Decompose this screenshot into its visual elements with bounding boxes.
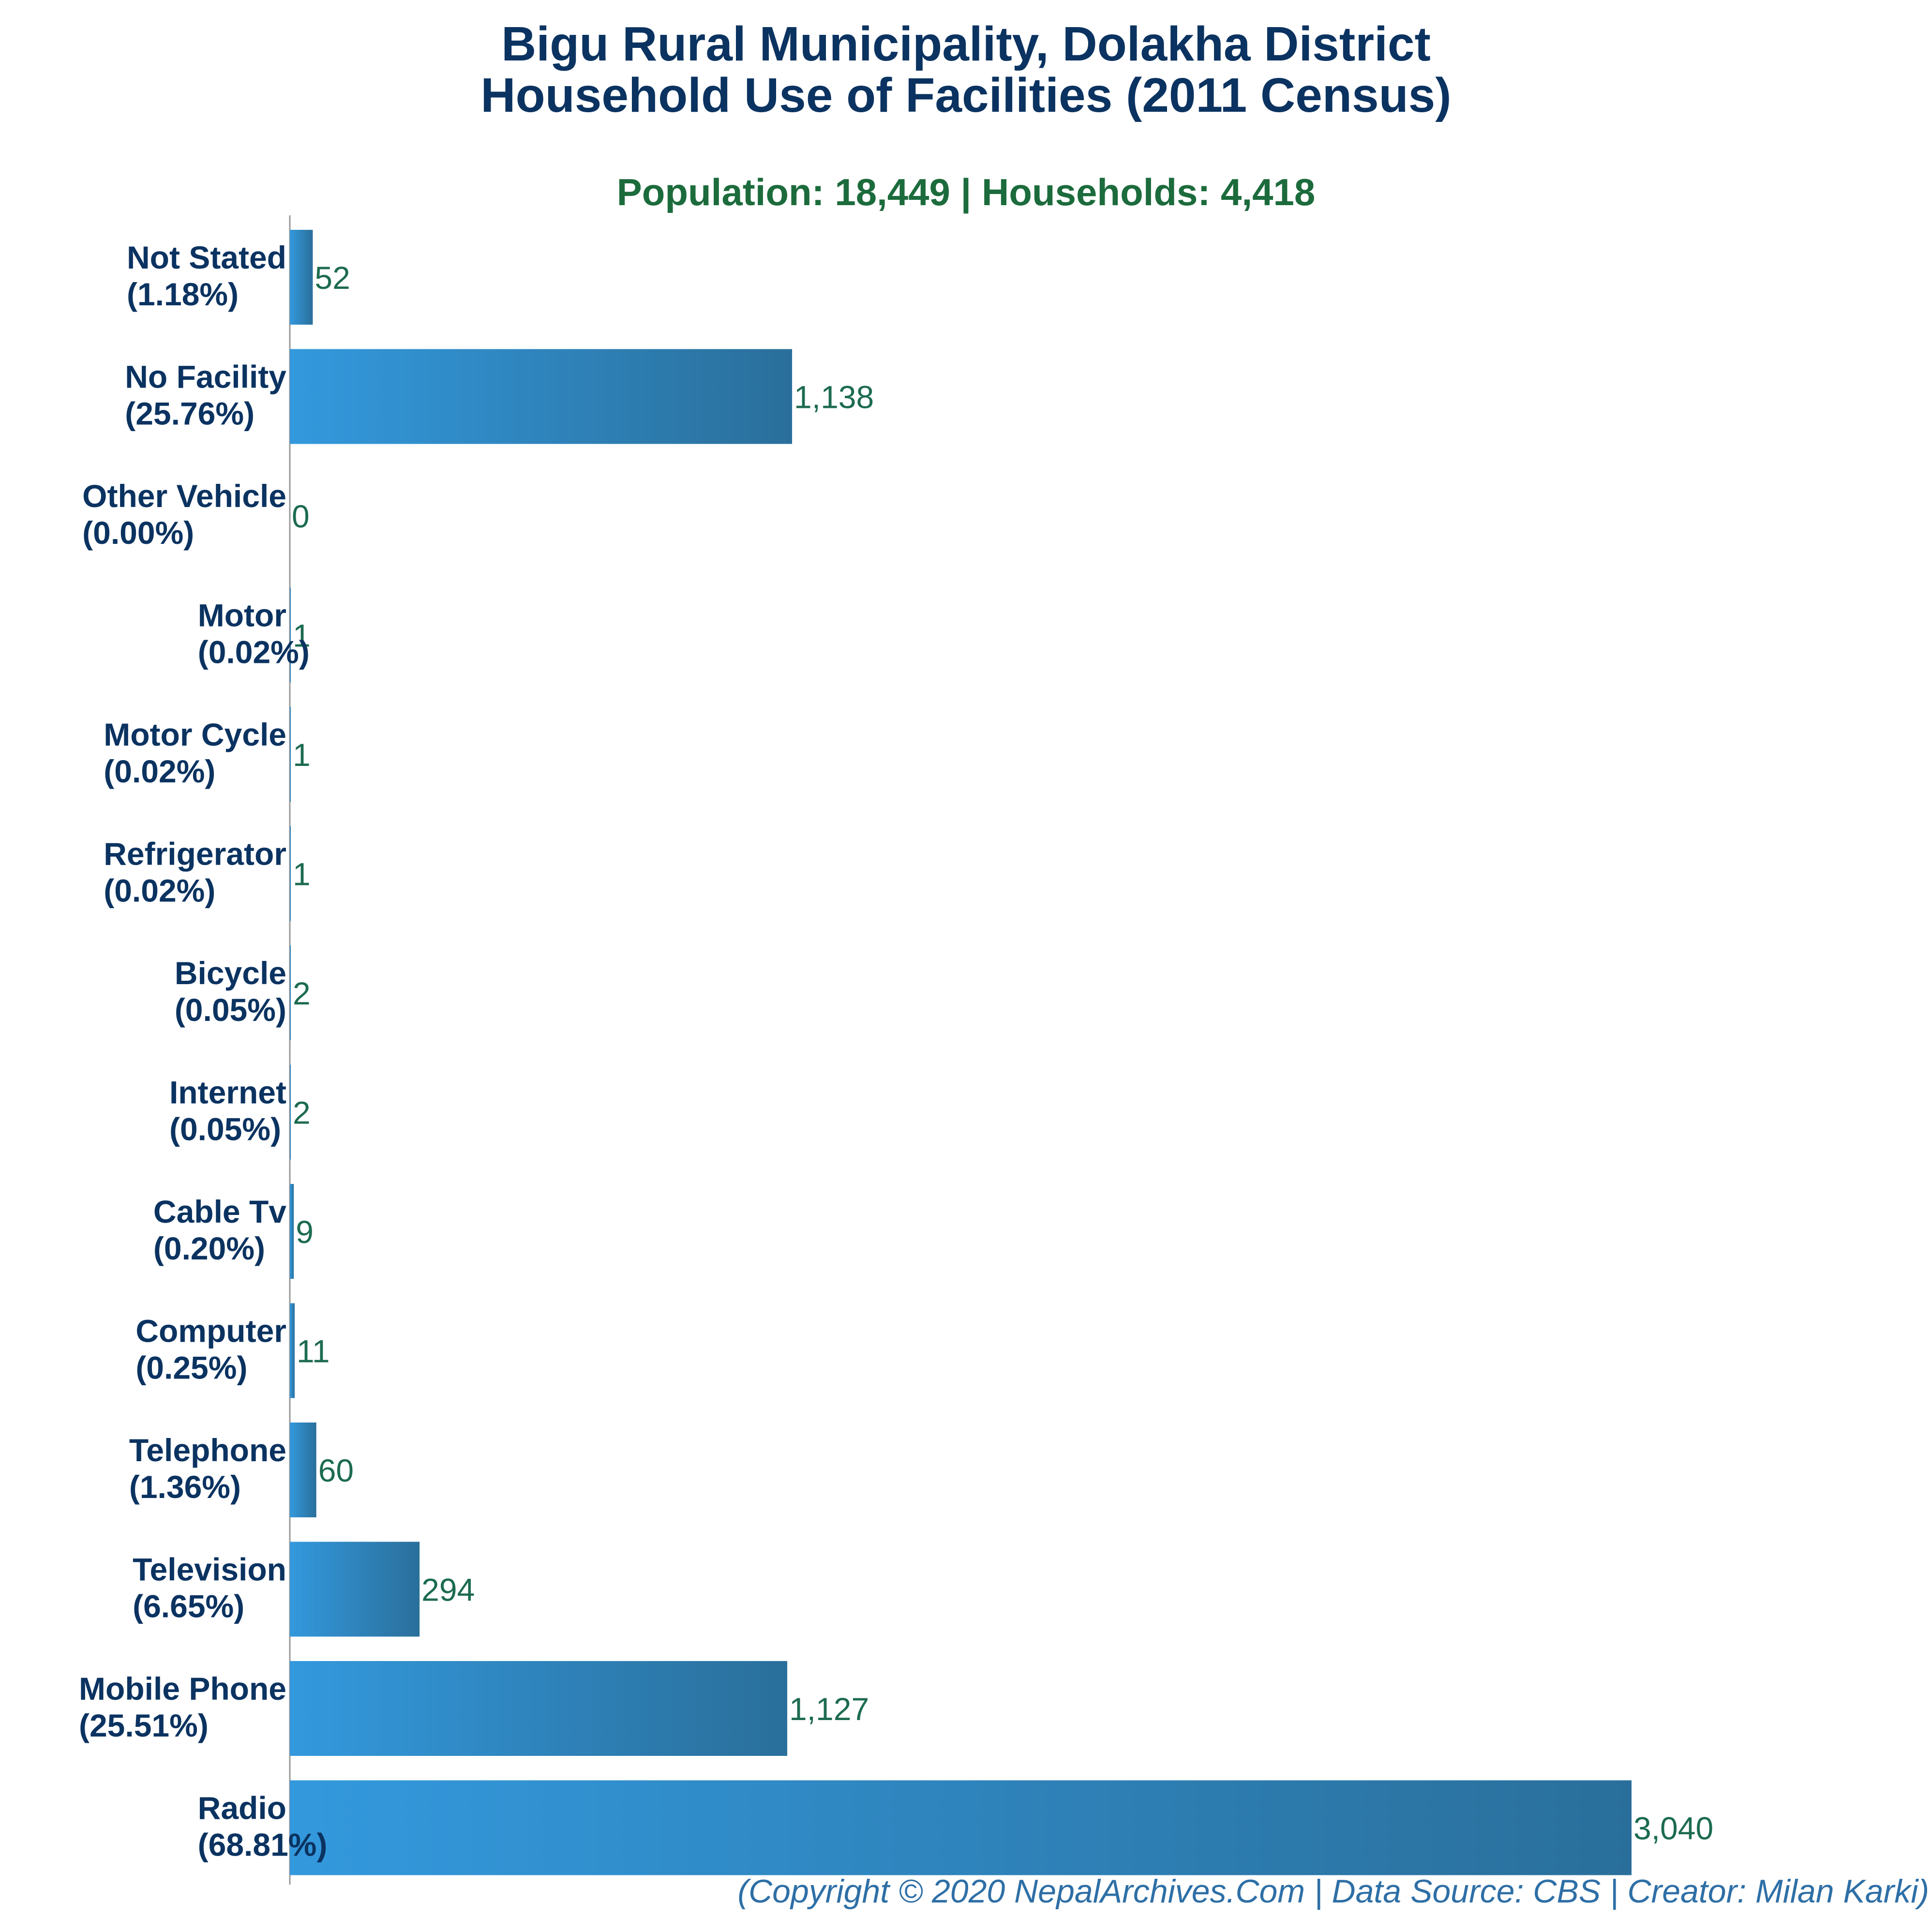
value-label: 1 — [293, 618, 311, 654]
value-label: 3,040 — [1633, 1811, 1713, 1846]
chart-title-line-1: Bigu Rural Municipality, Dolakha Distric… — [501, 17, 1431, 71]
bar-cable-tv — [290, 1184, 294, 1279]
bar-motor — [290, 587, 291, 683]
chart-title: Bigu Rural Municipality, Dolakha Distric… — [0, 18, 1932, 121]
bar-radio — [290, 1780, 1632, 1875]
value-label: 2 — [293, 975, 311, 1011]
value-label: 1 — [293, 737, 311, 773]
category-label: Computer (0.25%) — [135, 1313, 286, 1386]
category-label: Internet (0.05%) — [169, 1075, 286, 1147]
value-label: 2 — [293, 1095, 311, 1131]
category-label: Motor (0.02%) — [198, 598, 310, 670]
category-label: Telephone (1.36%) — [129, 1432, 286, 1505]
bar-mobile-phone — [290, 1661, 788, 1756]
value-label: 52 — [315, 260, 350, 296]
value-label: 9 — [296, 1214, 314, 1250]
category-label: Mobile Phone (25.51%) — [79, 1671, 286, 1743]
category-label: Not Stated (1.18%) — [127, 240, 286, 312]
chart-title-line-2: Household Use of Facilities (2011 Census… — [480, 68, 1452, 122]
bar-not-stated — [290, 230, 313, 325]
bar-telephone — [290, 1423, 316, 1517]
category-label: Motor Cycle (0.02%) — [104, 717, 286, 789]
category-label: Television (6.65%) — [133, 1552, 286, 1624]
category-label: Other Vehicle (0.00%) — [82, 478, 286, 551]
bar-motor-cycle — [290, 707, 291, 802]
bar-no-facility — [290, 349, 793, 444]
chart-subtitle: Population: 18,449 | Households: 4,418 — [616, 171, 1316, 213]
category-label: No Facility (25.76%) — [125, 359, 286, 432]
value-label: 1 — [293, 856, 311, 892]
value-label: 11 — [297, 1333, 330, 1369]
category-label: Bicycle (0.05%) — [175, 955, 286, 1028]
category-label: Cable Tv (0.20%) — [153, 1194, 286, 1266]
value-label: 60 — [318, 1453, 354, 1488]
bar-television — [290, 1542, 420, 1637]
bar-bicycle — [290, 945, 291, 1040]
category-label: Radio (68.81%) — [198, 1790, 328, 1863]
value-label: 1,138 — [794, 379, 874, 415]
chart-footer: (Copyright © 2020 NepalArchives.Com | Da… — [737, 1873, 1929, 1910]
category-label: Refrigerator (0.02%) — [104, 836, 286, 909]
bars-group: 52 Not Stated (1.18%) 1,138 No Facility (25.7… — [79, 230, 1713, 1875]
bar-internet — [290, 1064, 291, 1160]
bar-refrigerator — [290, 826, 291, 921]
value-label: 1,127 — [789, 1691, 869, 1727]
value-label: 294 — [421, 1572, 475, 1608]
value-label: 0 — [292, 498, 310, 534]
bar-computer — [290, 1303, 295, 1398]
